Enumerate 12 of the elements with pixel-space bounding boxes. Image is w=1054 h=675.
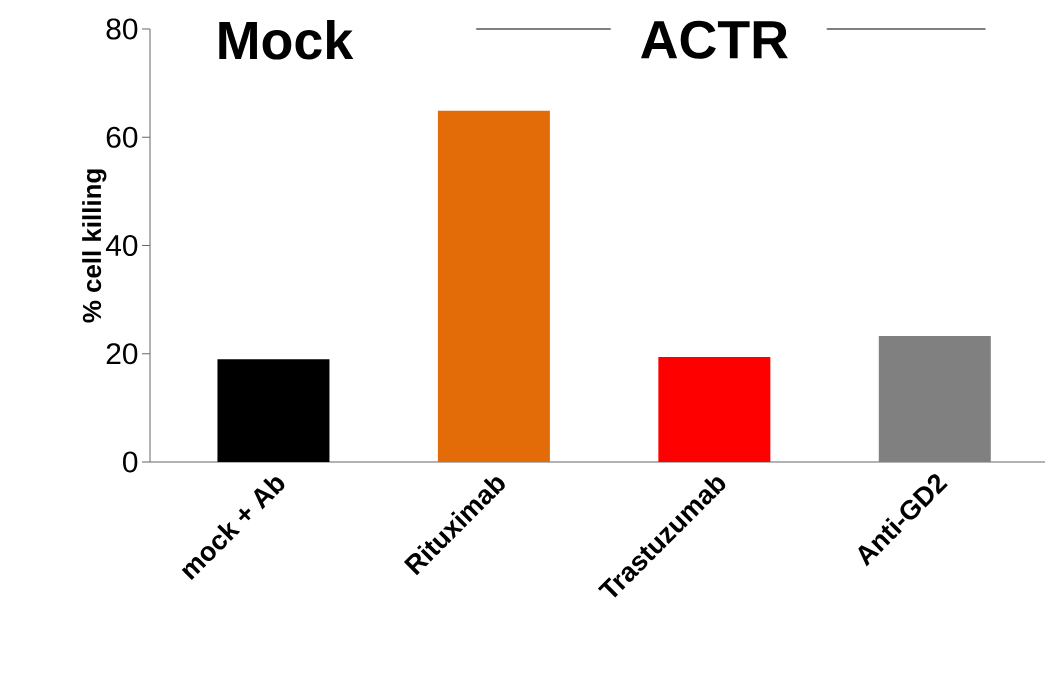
bar bbox=[658, 356, 771, 462]
bar bbox=[217, 359, 330, 462]
annotation: ACTR bbox=[640, 20, 788, 59]
bar bbox=[878, 335, 991, 462]
y-axis-title: % cell killing bbox=[82, 169, 107, 323]
y-tick-label: 0 bbox=[123, 451, 138, 473]
y-tick-label: 80 bbox=[106, 18, 138, 40]
annotation: Mock bbox=[219, 20, 354, 60]
y-tick-label: 40 bbox=[105, 234, 138, 257]
y-tick-label: 60 bbox=[106, 126, 138, 148]
y-tick-label: 20 bbox=[106, 343, 138, 365]
bar bbox=[437, 110, 550, 462]
